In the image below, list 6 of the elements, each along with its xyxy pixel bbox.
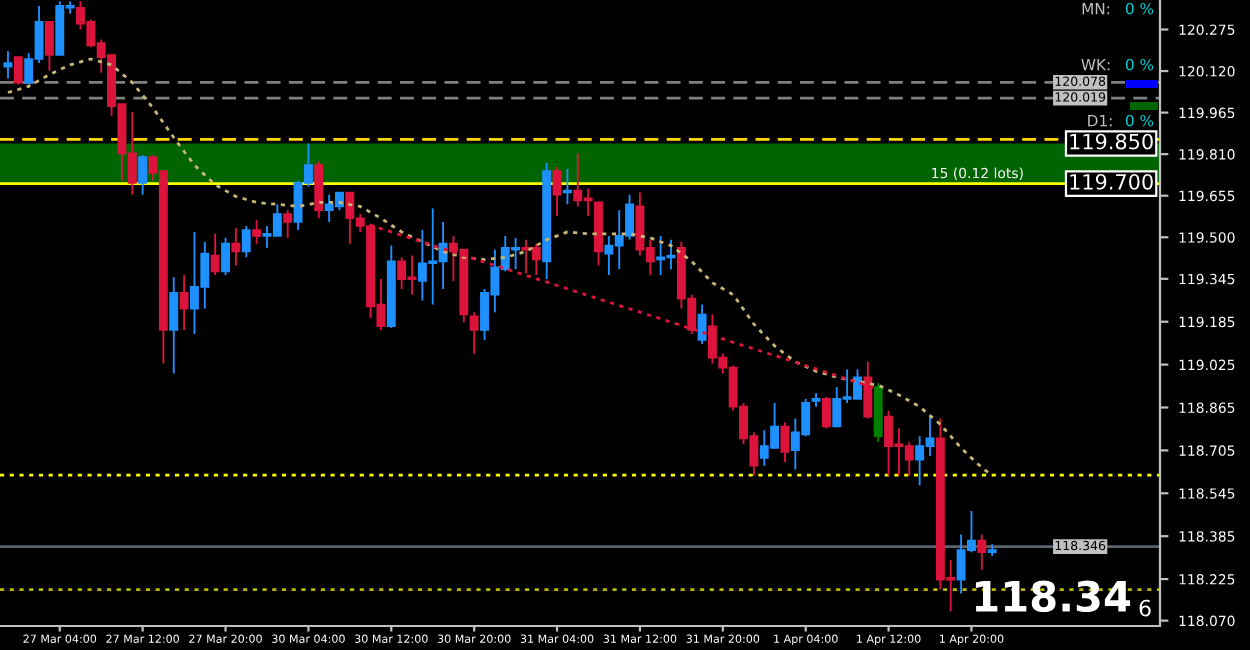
candlestick xyxy=(562,168,572,205)
annotation: 119.700 xyxy=(1070,173,1153,190)
line-series xyxy=(6,57,994,477)
annotation: 118.34 xyxy=(975,580,1131,613)
annotation: 119.850 xyxy=(1070,133,1153,150)
text: 6 xyxy=(1139,599,1151,617)
